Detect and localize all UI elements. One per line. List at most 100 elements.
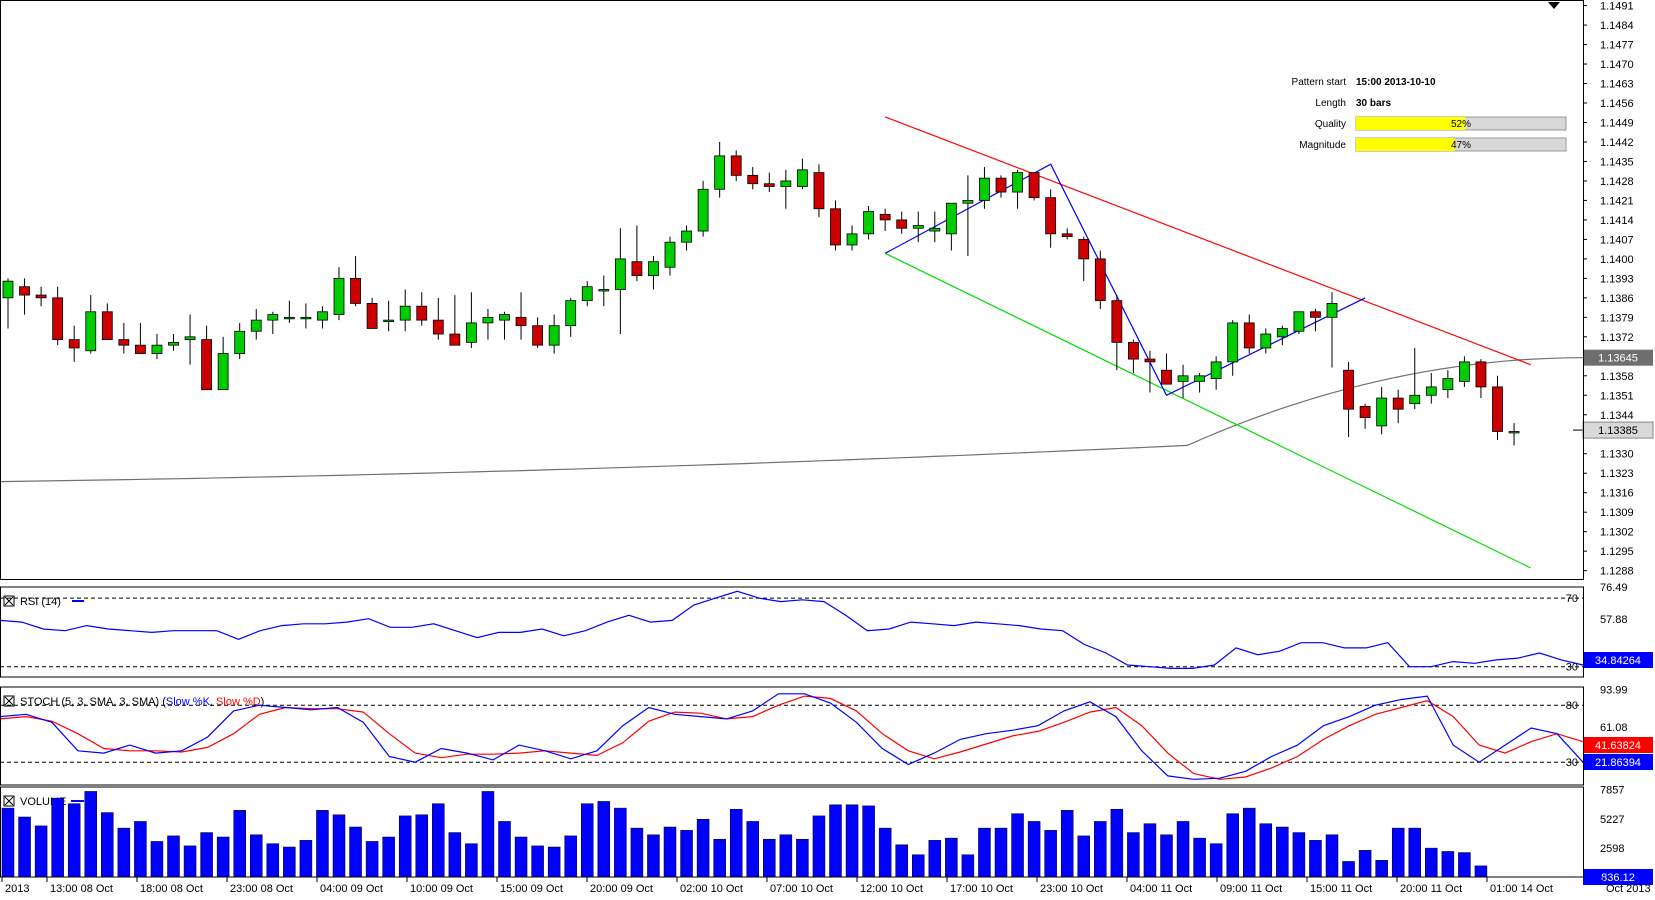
volume-bar <box>1243 807 1256 878</box>
rsi-value-tag-box <box>1583 652 1653 668</box>
magnitude-label: Magnitude <box>1299 140 1346 151</box>
time-axis-label: 02:00 10 Oct <box>680 883 743 895</box>
magnitude-value: 47% <box>1451 140 1471 151</box>
rsi-axis-label: 76.49 <box>1600 582 1628 594</box>
candle-bearish <box>879 213 891 221</box>
price-axis-label: 1.1316 <box>1600 488 1634 500</box>
candle-bullish <box>217 353 229 391</box>
volume-bar <box>316 810 329 878</box>
candle-bullish <box>1227 322 1239 363</box>
volume-bar <box>134 821 147 878</box>
volume-bar <box>1226 813 1239 878</box>
candle-bullish <box>300 316 312 320</box>
volume-bar <box>564 835 577 878</box>
price-axis-label: 1.1358 <box>1600 371 1634 383</box>
price-axis-label: 1.1379 <box>1600 312 1634 324</box>
candle-bearish <box>350 277 361 304</box>
channel-upper-line <box>884 116 1531 366</box>
volume-bar <box>150 841 164 878</box>
time-axis-label: 10:00 09 Oct <box>410 883 473 895</box>
quality-bar-fill <box>1356 117 1466 130</box>
candle-bullish <box>1508 431 1520 434</box>
candle-bullish <box>863 211 874 235</box>
candle-bullish <box>1293 311 1305 332</box>
volume-bar <box>1408 827 1421 878</box>
volume-bar <box>994 827 1008 878</box>
ma-price-tag-text: 1.13645 <box>1598 353 1638 365</box>
candle-bullish <box>1442 378 1454 391</box>
volume-bar <box>1011 813 1024 878</box>
volume-bar <box>1209 843 1223 878</box>
candle-bearish <box>813 172 825 210</box>
candle-bearish <box>1161 369 1172 385</box>
pattern-start-value: 15:00 2013-10-10 <box>1356 77 1436 88</box>
candle-bearish <box>631 261 643 276</box>
price-axis-label: 1.1463 <box>1600 79 1634 91</box>
candle-bullish <box>465 322 477 343</box>
stoch-axis-label: 61.08 <box>1600 722 1628 734</box>
volume-bar <box>1143 823 1157 878</box>
volume-bar <box>465 843 478 878</box>
volume-bar <box>1342 861 1355 878</box>
volume-bar <box>415 814 428 878</box>
candle-bullish <box>797 169 808 187</box>
volume-bar <box>597 801 611 878</box>
candle-bullish <box>697 188 709 232</box>
candle-bearish <box>1392 397 1404 410</box>
volume-bar <box>878 827 892 878</box>
last-price-tag-text: 1.13385 <box>1598 425 1638 437</box>
rsi-title: RSI (14) <box>20 596 61 608</box>
scroll-down-arrow-icon[interactable] <box>1548 2 1560 9</box>
volume-bar <box>1193 837 1206 878</box>
candle-bullish <box>499 314 510 321</box>
price-axis-label: 1.1344 <box>1600 410 1634 422</box>
stoch-title: STOCH (5, 3, SMA, 3, SMA) <box>20 696 159 708</box>
volume-bar <box>167 835 180 878</box>
candle-bullish <box>846 233 858 246</box>
candle-bullish <box>267 314 279 321</box>
rsi-value-tag: 34.84264 <box>1583 652 1653 668</box>
volume-bar <box>1 807 15 878</box>
price-axis-label: 1.1400 <box>1600 254 1634 266</box>
main-price-pane: 1.1491 1.1484 1.1477 1.1470 1.1463 1.1456 1.14… <box>0 1 1634 578</box>
volume-bar <box>349 826 362 878</box>
volume-bar <box>862 805 875 878</box>
volume-bar <box>117 827 131 878</box>
price-axis-label: 1.1456 <box>1600 98 1634 110</box>
price-axis-label: 1.1393 <box>1600 273 1634 285</box>
volume-bar <box>1077 835 1090 878</box>
stoch-k-legend: Slow %K, <box>166 696 213 708</box>
candle-bearish <box>747 174 759 185</box>
moving-average-line <box>0 357 1584 483</box>
volume-bar <box>1259 823 1273 878</box>
volume-bar <box>912 854 925 878</box>
pattern-start-label: Pattern start <box>1292 77 1347 88</box>
candle-bearish <box>1094 258 1106 302</box>
length-label: Length <box>1315 98 1346 109</box>
volume-bar <box>630 827 644 878</box>
volume-bar <box>581 803 594 878</box>
candle-bearish <box>1492 386 1503 432</box>
candle-bullish <box>1012 172 1023 193</box>
volume-bar <box>1441 851 1455 878</box>
time-axis-label: 23:00 10 Oct <box>1040 883 1103 895</box>
candle-bullish <box>912 225 924 229</box>
volume-bar <box>51 797 64 878</box>
candle-bearish <box>101 311 113 341</box>
time-axis-label: 04:00 09 Oct <box>320 883 383 895</box>
volume-bar <box>945 837 958 878</box>
candle-bearish <box>68 339 80 349</box>
candle-bullish <box>283 316 295 320</box>
volume-bar <box>382 836 395 878</box>
price-axis-label: 1.1302 <box>1600 527 1634 539</box>
volume-value-tag-box <box>1583 869 1653 885</box>
volume-bar <box>365 841 379 878</box>
candle-bullish <box>681 230 692 243</box>
volume-bar <box>1391 827 1405 878</box>
volume-bar <box>18 816 31 878</box>
candle-bearish <box>763 183 775 187</box>
candle-bearish <box>118 339 130 346</box>
time-axis-label: Oct 2013 <box>1606 883 1651 895</box>
volume-axis-label: 2598 <box>1600 843 1624 855</box>
time-axis-label: 23:00 08 Oct <box>230 883 293 895</box>
